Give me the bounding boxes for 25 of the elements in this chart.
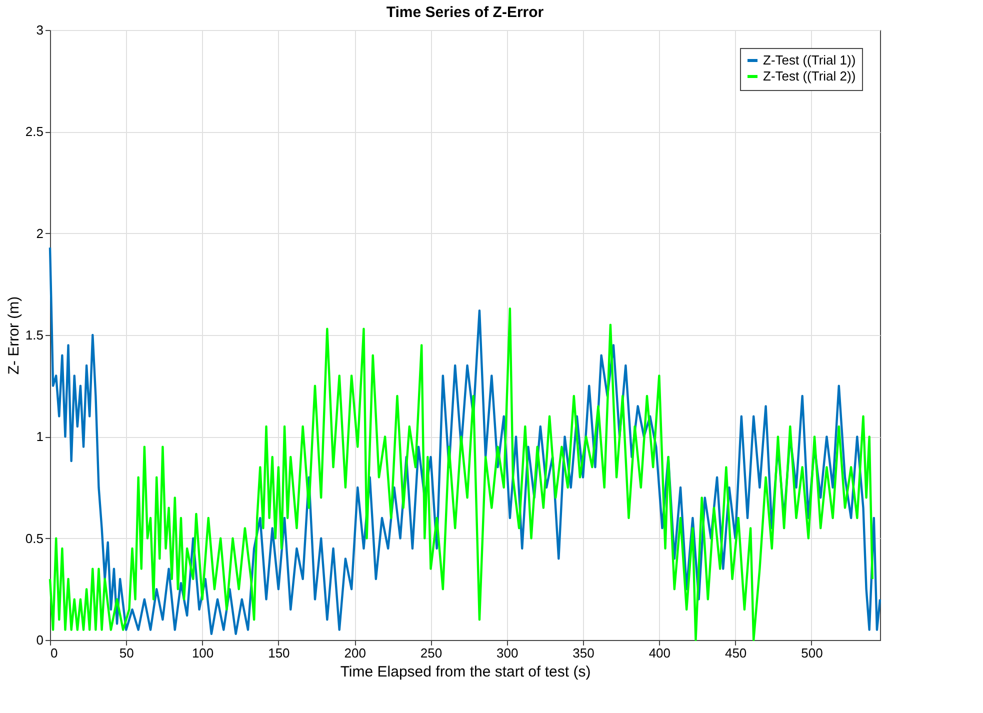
x-tick-label: 450 xyxy=(724,646,747,660)
y-axis-title: Z- Error (m) xyxy=(5,296,22,375)
chart-title: Time Series of Z-Error xyxy=(386,4,544,21)
y-tick-label: 1.5 xyxy=(25,328,44,342)
x-tick-label: 200 xyxy=(344,646,366,660)
x-tick-label: 250 xyxy=(420,646,442,660)
x-axis-title: Time Elapsed from the start of test (s) xyxy=(340,664,591,680)
line-series xyxy=(48,307,874,642)
legend-label: Z-Test ((Trial 1)) xyxy=(763,52,856,68)
x-tick-label: 0 xyxy=(50,646,58,660)
y-tick-label: 0 xyxy=(36,632,44,648)
x-tick-label: 300 xyxy=(496,646,518,660)
x-tick-label: 100 xyxy=(192,646,214,660)
y-tick-label: 2.5 xyxy=(25,124,44,140)
x-tick-label: 50 xyxy=(119,646,134,660)
x-tick-label: 500 xyxy=(801,646,823,660)
y-tick-label: 0.5 xyxy=(25,530,44,546)
legend-label: Z-Test ((Trial 2)) xyxy=(763,68,856,84)
y-tick-label: 2 xyxy=(36,226,44,241)
y-tick-label: 3 xyxy=(36,22,44,38)
x-tick-label: 400 xyxy=(648,646,671,660)
y-tick-label: 1 xyxy=(36,429,44,444)
x-tick-label: 350 xyxy=(572,646,594,660)
x-tick-label: 150 xyxy=(268,646,290,660)
line-series xyxy=(48,246,882,635)
